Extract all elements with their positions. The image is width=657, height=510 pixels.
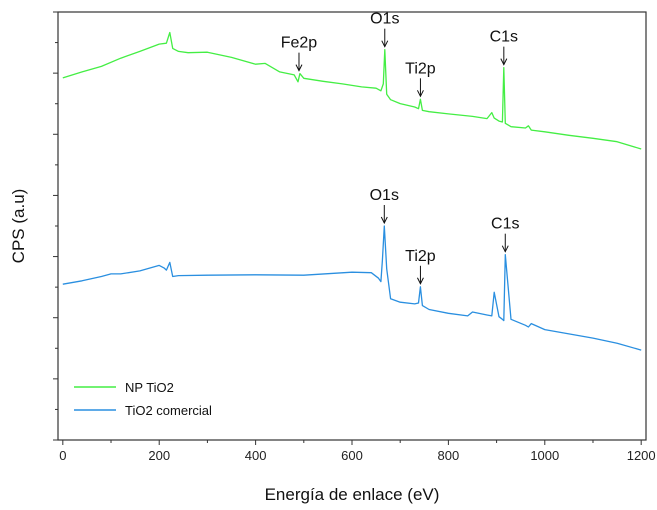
- annotation-arrowhead-c1s: [500, 58, 508, 66]
- legend-label-np-tio2: NP TiO2: [125, 380, 174, 395]
- annotation-layer: Fe2p O1s Ti2p C1s O1s Ti2p C1s: [281, 11, 519, 285]
- legend: NP TiO2 TiO2 comercial: [74, 380, 212, 418]
- annotation-arrowhead-fe2p: [295, 64, 303, 72]
- x-tick-label: 200: [148, 448, 170, 463]
- annotation-label-c1s: C1s: [491, 216, 519, 233]
- x-tick-label: 1200: [627, 448, 656, 463]
- annotation-label-ti2p: Ti2p: [405, 248, 436, 265]
- annotation-label-fe2p: Fe2p: [281, 35, 318, 52]
- series-line-tio2-comercial: [62, 225, 642, 351]
- annotation-label-ti2p: Ti2p: [405, 60, 436, 77]
- x-tick-label: 0: [59, 448, 66, 463]
- annotation-arrowhead-c1s: [501, 245, 509, 253]
- annotation-label-o1s: O1s: [370, 187, 399, 204]
- x-axis: 0 200 400 600 800 1000 1200: [59, 440, 656, 463]
- y-axis: [53, 11, 58, 441]
- annotation-arrowhead-o1s: [380, 216, 388, 225]
- legend-label-tio2-comercial: TiO2 comercial: [125, 403, 212, 418]
- y-axis-title: CPS (a.u): [9, 189, 28, 264]
- annotation-arrowhead-o1s: [381, 40, 389, 48]
- annotation-arrowhead-ti2p: [416, 90, 424, 98]
- x-tick-label: 600: [341, 448, 363, 463]
- annotation-label-o1s: O1s: [370, 11, 399, 28]
- series-layer: [62, 31, 642, 351]
- annotation-arrowhead-ti2p: [416, 277, 424, 285]
- annotation-label-c1s: C1s: [490, 29, 518, 46]
- x-tick-label: 800: [438, 448, 460, 463]
- plot-frame: [57, 11, 647, 441]
- x-tick-label: 400: [245, 448, 267, 463]
- x-axis-title: Energía de enlace (eV): [265, 485, 440, 504]
- x-tick-label: 1000: [530, 448, 559, 463]
- series-line-np-tio2: [62, 31, 642, 150]
